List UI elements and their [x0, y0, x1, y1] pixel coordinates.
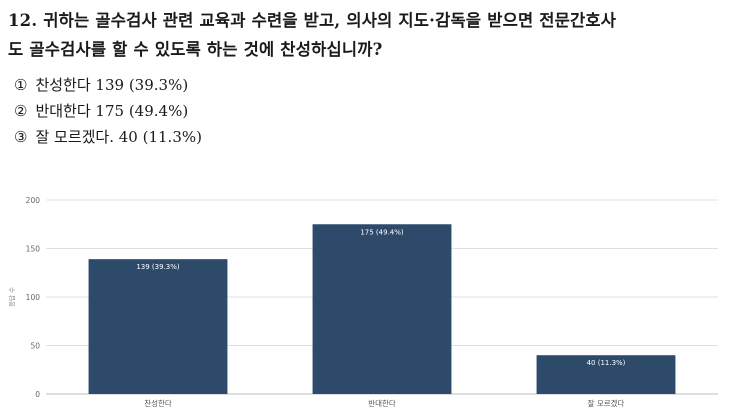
- option-marker: ①: [14, 76, 28, 94]
- option-marker: ③: [14, 128, 28, 146]
- answer-options: ① 찬성한다 139 (39.3%) ② 반대한다 175 (49.4%) ③ 잘 모…: [14, 72, 202, 150]
- bar: [312, 224, 452, 394]
- data-label: 40 (11.3%): [587, 359, 626, 367]
- y-tick-label: 50: [30, 342, 40, 351]
- y-tick-label: 0: [35, 390, 40, 399]
- question-text: 12. 귀하는 골수검사 관련 교육과 수련을 받고, 의사의 지도·감독을 받…: [8, 6, 728, 64]
- question-line-1: 12. 귀하는 골수검사 관련 교육과 수련을 받고, 의사의 지도·감독을 받…: [8, 11, 617, 30]
- x-tick-label: 반대한다: [368, 399, 396, 408]
- bar-chart: 0 50 100 150 200 응답 수 139 (39.3%) 찬성한다 175 (49.4…: [8, 196, 718, 408]
- option-label: 찬성한다 139 (39.3%): [35, 76, 189, 94]
- y-tick-label: 100: [26, 293, 41, 302]
- y-tick-label: 150: [26, 245, 41, 254]
- data-label: 175 (49.4%): [360, 228, 404, 236]
- bar: [88, 259, 228, 394]
- option-marker: ②: [14, 102, 28, 120]
- y-axis-title: 응답 수: [8, 287, 16, 307]
- x-tick-label: 찬성한다: [144, 398, 172, 408]
- data-label: 139 (39.3%): [136, 263, 180, 271]
- question-line-2: 도 골수검사를 할 수 있도록 하는 것에 찬성하십니까?: [8, 40, 383, 59]
- option-label: 잘 모르겠다. 40 (11.3%): [35, 128, 202, 146]
- option-label: 반대한다 175 (49.4%): [35, 102, 189, 120]
- bar: [536, 355, 676, 394]
- y-tick-label: 200: [26, 196, 41, 205]
- option-unsure: ③ 잘 모르겠다. 40 (11.3%): [14, 124, 202, 150]
- option-agree: ① 찬성한다 139 (39.3%): [14, 72, 202, 98]
- option-disagree: ② 반대한다 175 (49.4%): [14, 98, 202, 124]
- x-tick-label: 잘 모르겠다: [588, 398, 625, 408]
